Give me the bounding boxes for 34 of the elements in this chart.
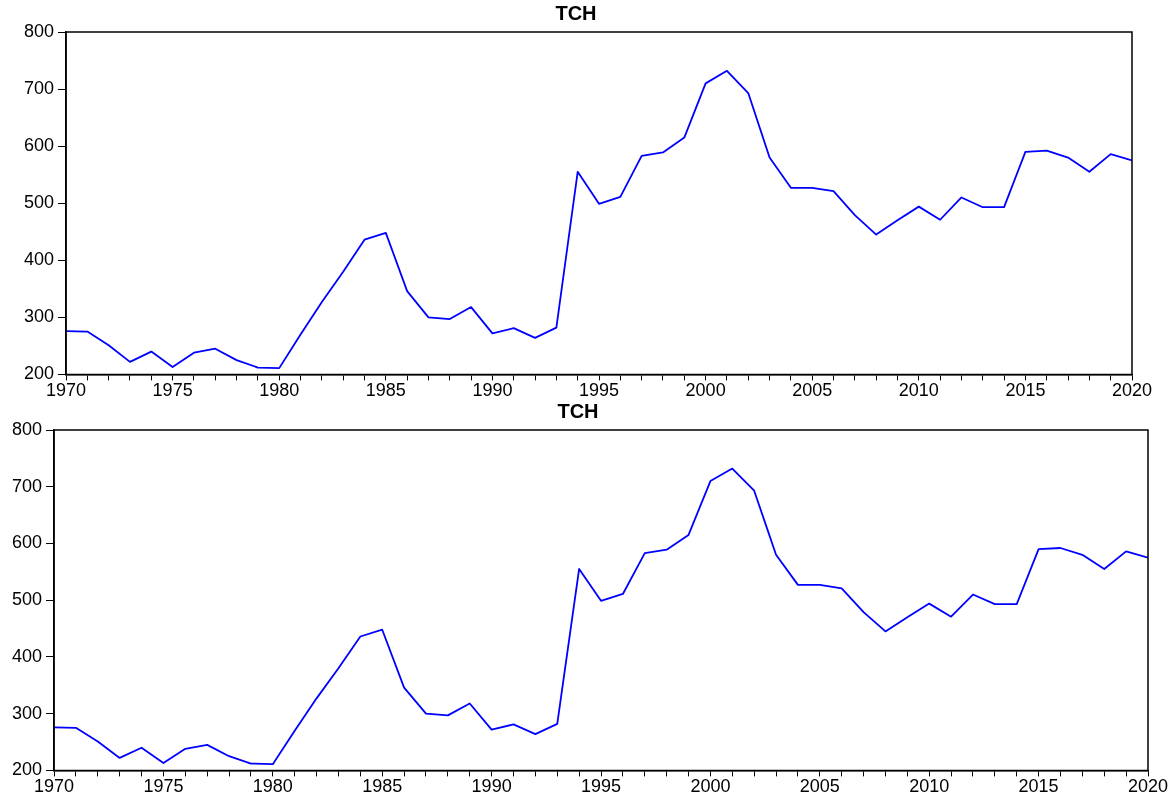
- y-tick-label: 400: [11, 645, 43, 666]
- y-tick-label: 700: [23, 78, 55, 99]
- x-tick-label: 2020: [1111, 380, 1153, 401]
- chart-title: TCH: [557, 399, 599, 422]
- x-tick-label: 1995: [578, 380, 620, 401]
- chart-title: TCH: [555, 1, 597, 24]
- y-tick-label: 600: [11, 532, 43, 553]
- x-tick-label: 2000: [685, 380, 726, 401]
- y-tick-label: 700: [11, 475, 43, 496]
- x-tick-label: 1980: [259, 380, 300, 401]
- y-tick-label: 300: [11, 702, 43, 723]
- y-tick-label: 300: [23, 306, 55, 327]
- x-tick-label: 2020: [1127, 776, 1169, 797]
- y-tick-label: 500: [11, 589, 43, 610]
- y-tick-label: 800: [11, 418, 43, 439]
- x-tick-label: 1990: [471, 776, 512, 797]
- x-tick-label: 2005: [799, 776, 840, 797]
- x-tick-label: 2005: [792, 380, 833, 401]
- x-tick-label: 2000: [690, 776, 731, 797]
- y-tick-label: 800: [23, 20, 55, 41]
- x-tick-label: 2010: [898, 380, 939, 401]
- y-tick-label: 500: [23, 192, 55, 213]
- x-tick-label: 2015: [1018, 776, 1059, 797]
- x-tick-label: 1975: [152, 380, 193, 401]
- x-tick-label: 1995: [580, 776, 622, 797]
- x-tick-label: 1975: [143, 776, 184, 797]
- x-tick-label: 1985: [362, 776, 403, 797]
- y-tick-label: 600: [23, 135, 55, 156]
- x-tick-label: 1980: [252, 776, 293, 797]
- x-tick-label: 1985: [365, 380, 406, 401]
- y-tick-label: 400: [23, 249, 55, 270]
- x-tick-label: 2015: [1005, 380, 1046, 401]
- x-tick-label: 1990: [472, 380, 513, 401]
- x-tick-label: 2010: [909, 776, 950, 797]
